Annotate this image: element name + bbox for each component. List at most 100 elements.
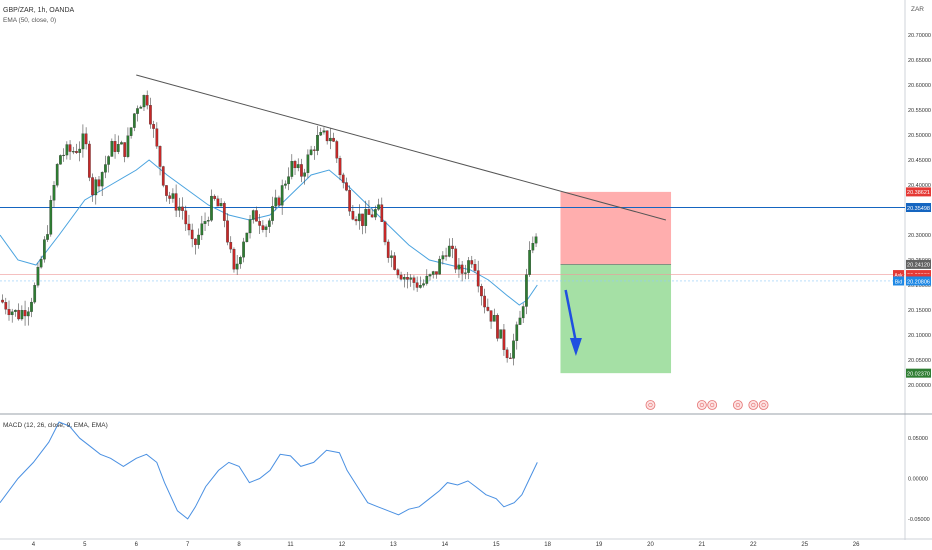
candle-body — [329, 137, 332, 142]
price-label-tag — [893, 270, 904, 280]
economic-event-marker[interactable] — [696, 400, 707, 410]
candle-body — [377, 204, 380, 210]
candle-series — [1, 90, 538, 366]
candle-body — [200, 223, 204, 236]
candle-body — [181, 206, 184, 211]
candle-body — [531, 243, 535, 251]
candle-body — [364, 209, 368, 226]
candle-body — [415, 282, 419, 288]
stop-loss-zone[interactable] — [560, 191, 672, 265]
candle-body — [464, 272, 467, 274]
price-label-tag — [893, 276, 904, 286]
candle-body — [62, 154, 65, 157]
arrow-shaft[interactable] — [564, 289, 578, 343]
candle-body — [197, 234, 200, 245]
candle-body — [396, 269, 400, 276]
arrow-head[interactable] — [569, 338, 582, 356]
candle-body — [213, 195, 217, 199]
candle-body — [65, 144, 69, 156]
candle-body — [46, 234, 49, 240]
candle-body — [354, 219, 358, 222]
price-tick-label: 20.00000 — [908, 383, 931, 389]
candle-body — [30, 301, 33, 312]
candle-body — [386, 241, 390, 258]
time-tick-label: 14 — [441, 542, 448, 548]
economic-event-marker[interactable] — [758, 400, 769, 410]
candle-body — [155, 128, 159, 147]
candle-body — [351, 211, 355, 220]
candle-body — [39, 259, 43, 268]
trendline[interactable] — [136, 74, 667, 221]
price-tick-label: 20.60000 — [908, 83, 931, 89]
candle-body — [428, 274, 432, 277]
price-label: 20.35498 — [907, 206, 930, 212]
candle-body — [306, 154, 310, 173]
time-axis[interactable]: 4 5 6 7 8 11 12 13 14 15 18 19 20 21 22 25 26 — [32, 542, 860, 548]
indicator-lines — [0, 159, 905, 306]
ema-legend: EMA (50, close, 0) — [3, 17, 56, 24]
candle-body — [486, 306, 490, 311]
candle-body — [242, 241, 245, 258]
candle-body — [425, 275, 429, 284]
candle-body — [17, 309, 20, 320]
price-label: 20.24120 — [907, 263, 930, 269]
candle-body — [59, 155, 62, 165]
candle-body — [10, 311, 14, 316]
candle-body — [107, 156, 110, 165]
macd-legend: MACD (12, 26, close, 9, EMA, EMA) — [3, 422, 108, 429]
candle-body — [49, 200, 53, 235]
candle-body — [467, 260, 470, 273]
candle-body — [406, 277, 409, 280]
candle-body — [251, 210, 255, 220]
candle-body — [312, 149, 316, 151]
candle-body — [14, 309, 17, 312]
candle-body — [296, 164, 300, 169]
candle-body — [512, 340, 515, 359]
economic-event-marker[interactable] — [748, 400, 759, 410]
candle-body — [515, 324, 519, 341]
candle-body — [110, 141, 114, 157]
candle-body — [422, 283, 425, 286]
macd-pane: 0.05000 0.00000 -0.05000 — [0, 421, 930, 523]
drawings[interactable] — [136, 74, 769, 410]
candle-body — [499, 329, 503, 339]
position-tool[interactable] — [560, 191, 672, 374]
economic-event-marker[interactable] — [645, 400, 656, 410]
candle-body — [348, 190, 352, 212]
candle-body — [184, 210, 188, 225]
candle-body — [194, 238, 197, 245]
candle-body — [447, 245, 451, 257]
candle-body — [87, 143, 91, 178]
economic-event-marker[interactable] — [707, 400, 718, 410]
take-profit-zone[interactable] — [560, 264, 672, 374]
candle-body — [1, 299, 4, 303]
candle-body — [457, 264, 461, 270]
ema-line — [0, 159, 538, 306]
economic-event-marker[interactable] — [732, 400, 743, 410]
candle-body — [210, 195, 213, 221]
candle-body — [419, 285, 422, 288]
candle-body — [316, 134, 319, 151]
candle-body — [235, 263, 239, 270]
price-tick-label: 20.70000 — [908, 33, 931, 39]
price-label-box — [906, 276, 931, 286]
candle-body — [303, 172, 307, 177]
price-tick-label: 20.30000 — [908, 233, 931, 239]
candle-body — [239, 257, 242, 265]
candle-body — [229, 242, 233, 250]
candle-body — [300, 164, 303, 177]
candle-body — [480, 286, 483, 297]
candle-body — [145, 95, 149, 106]
candle-body — [104, 164, 107, 173]
time-tick-label: 26 — [853, 542, 860, 548]
candle-body — [190, 229, 194, 240]
price-label: 20.02370 — [907, 371, 930, 377]
economic-event-icon — [710, 402, 715, 408]
candle-body — [142, 95, 146, 108]
economic-event-icon — [648, 402, 653, 408]
candle-body — [492, 315, 496, 322]
price-axis[interactable]: 20.70000 20.65000 20.60000 20.55000 20.50000… — [893, 33, 931, 389]
candle-body — [374, 209, 377, 218]
chart-title: GBP/ZAR, 1h, OANDA — [3, 7, 75, 14]
